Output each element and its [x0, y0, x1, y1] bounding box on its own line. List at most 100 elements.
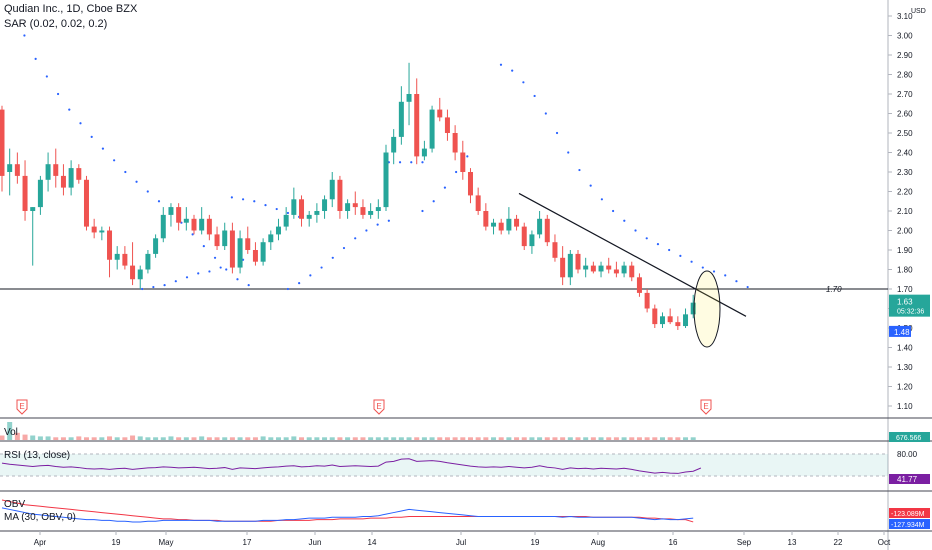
sar-dot: [589, 184, 592, 187]
candle-down: [452, 133, 458, 153]
sar-dot: [146, 190, 149, 193]
candle-up: [7, 164, 13, 172]
volume-bar: [76, 436, 82, 440]
candle-up: [375, 207, 381, 211]
rsi-value-tag: [889, 474, 930, 484]
candle-down: [552, 242, 558, 258]
sar-dot: [163, 284, 166, 287]
time-axis-tick-label: Apr: [34, 538, 47, 547]
candle-down: [514, 218, 520, 227]
obv-line: [1, 507, 694, 523]
volume-bar: [398, 437, 404, 440]
time-axis-tick-label: 22: [834, 538, 843, 547]
sar-dot: [522, 81, 525, 84]
volume-bar: [68, 437, 74, 440]
volume-bar: [153, 437, 159, 440]
sar-dot: [544, 112, 547, 115]
sar-dot: [101, 147, 105, 150]
candle-down: [590, 265, 596, 272]
candle-down: [360, 207, 366, 215]
volume-bar: [322, 437, 328, 440]
sar-dot: [421, 161, 424, 164]
sar-dot: [611, 209, 615, 213]
candle-up: [183, 218, 189, 223]
candle-up: [291, 199, 297, 215]
sar-dot: [365, 229, 368, 232]
candle-down: [575, 253, 581, 270]
volume-bar: [529, 437, 535, 440]
volume-bar: [130, 435, 136, 440]
obv-ma-label: MA (30, OBV, 0): [4, 512, 76, 523]
volume-bar: [498, 437, 504, 440]
sar-dot: [247, 284, 250, 287]
horizontal-level-label: 1.70: [826, 285, 842, 294]
candle-up: [506, 218, 512, 231]
candle-up: [283, 214, 289, 227]
earnings-marker: [373, 399, 385, 415]
volume-bar: [199, 436, 205, 440]
candle-down: [107, 230, 113, 260]
price-axis-tick-label: 2.00: [897, 227, 913, 236]
candle-down: [122, 253, 128, 266]
sar-dot: [286, 287, 290, 291]
sar-dot: [623, 219, 626, 222]
volume-bar: [337, 437, 343, 440]
sar-dot: [174, 280, 177, 283]
candle-up: [368, 211, 374, 215]
volume-bar: [22, 434, 28, 440]
time-axis-tick-label: May: [158, 538, 173, 547]
volume-bar: [683, 437, 689, 440]
volume-bar: [613, 437, 619, 440]
price-axis-tick-label: 3.00: [897, 32, 913, 41]
sar-dot: [712, 270, 716, 273]
sar-dot: [724, 274, 727, 277]
volume-bar: [360, 437, 366, 440]
volume-bar: [383, 437, 389, 440]
sar-dot: [354, 237, 357, 240]
sar-dot: [679, 254, 682, 257]
sar-dot: [275, 207, 278, 211]
time-axis-tick-label: 19: [531, 538, 540, 547]
volume-bar: [552, 437, 558, 440]
volume-bar: [583, 437, 589, 440]
volume-bar: [491, 437, 497, 440]
volume-bar: [53, 437, 59, 440]
volume-label: Vol: [4, 427, 18, 438]
volume-bar: [329, 437, 335, 440]
candle-up: [621, 265, 627, 274]
earnings-marker-label: E: [19, 402, 24, 411]
volume-bar: [483, 437, 489, 440]
candle-up: [37, 179, 43, 208]
volume-bar: [560, 437, 566, 440]
candle-down: [252, 250, 258, 262]
sar-dot: [331, 256, 334, 259]
price-axis-tick-label: 2.10: [897, 207, 913, 216]
sar-dot: [185, 276, 189, 279]
candle-down: [613, 269, 619, 274]
candle-up: [199, 218, 205, 231]
volume-bar: [275, 437, 281, 440]
candle-up: [529, 234, 535, 247]
volume-bar: [659, 437, 665, 440]
sar-dot: [309, 274, 312, 277]
candle-down: [0, 109, 5, 176]
chart-legend-indicator: SAR (0.02, 0.02, 0.2): [4, 18, 107, 30]
sar-dot: [236, 278, 239, 281]
volume-bar: [168, 436, 174, 440]
time-axis-tick-label: 14: [368, 538, 377, 547]
volume-bar: [7, 422, 13, 440]
currency-label: USD: [911, 8, 926, 15]
candle-down: [214, 234, 220, 247]
prev-price-tag: [889, 325, 911, 337]
candle-down: [467, 172, 473, 196]
volume-bar: [245, 437, 251, 440]
candle-up: [322, 199, 328, 211]
volume-bar: [606, 437, 612, 440]
candle-down: [352, 203, 358, 208]
volume-bar: [544, 437, 550, 440]
volume-bar: [145, 437, 151, 440]
price-axis-tick-label: 2.40: [897, 149, 913, 158]
sar-dot: [90, 135, 93, 138]
volume-bar: [60, 437, 66, 440]
